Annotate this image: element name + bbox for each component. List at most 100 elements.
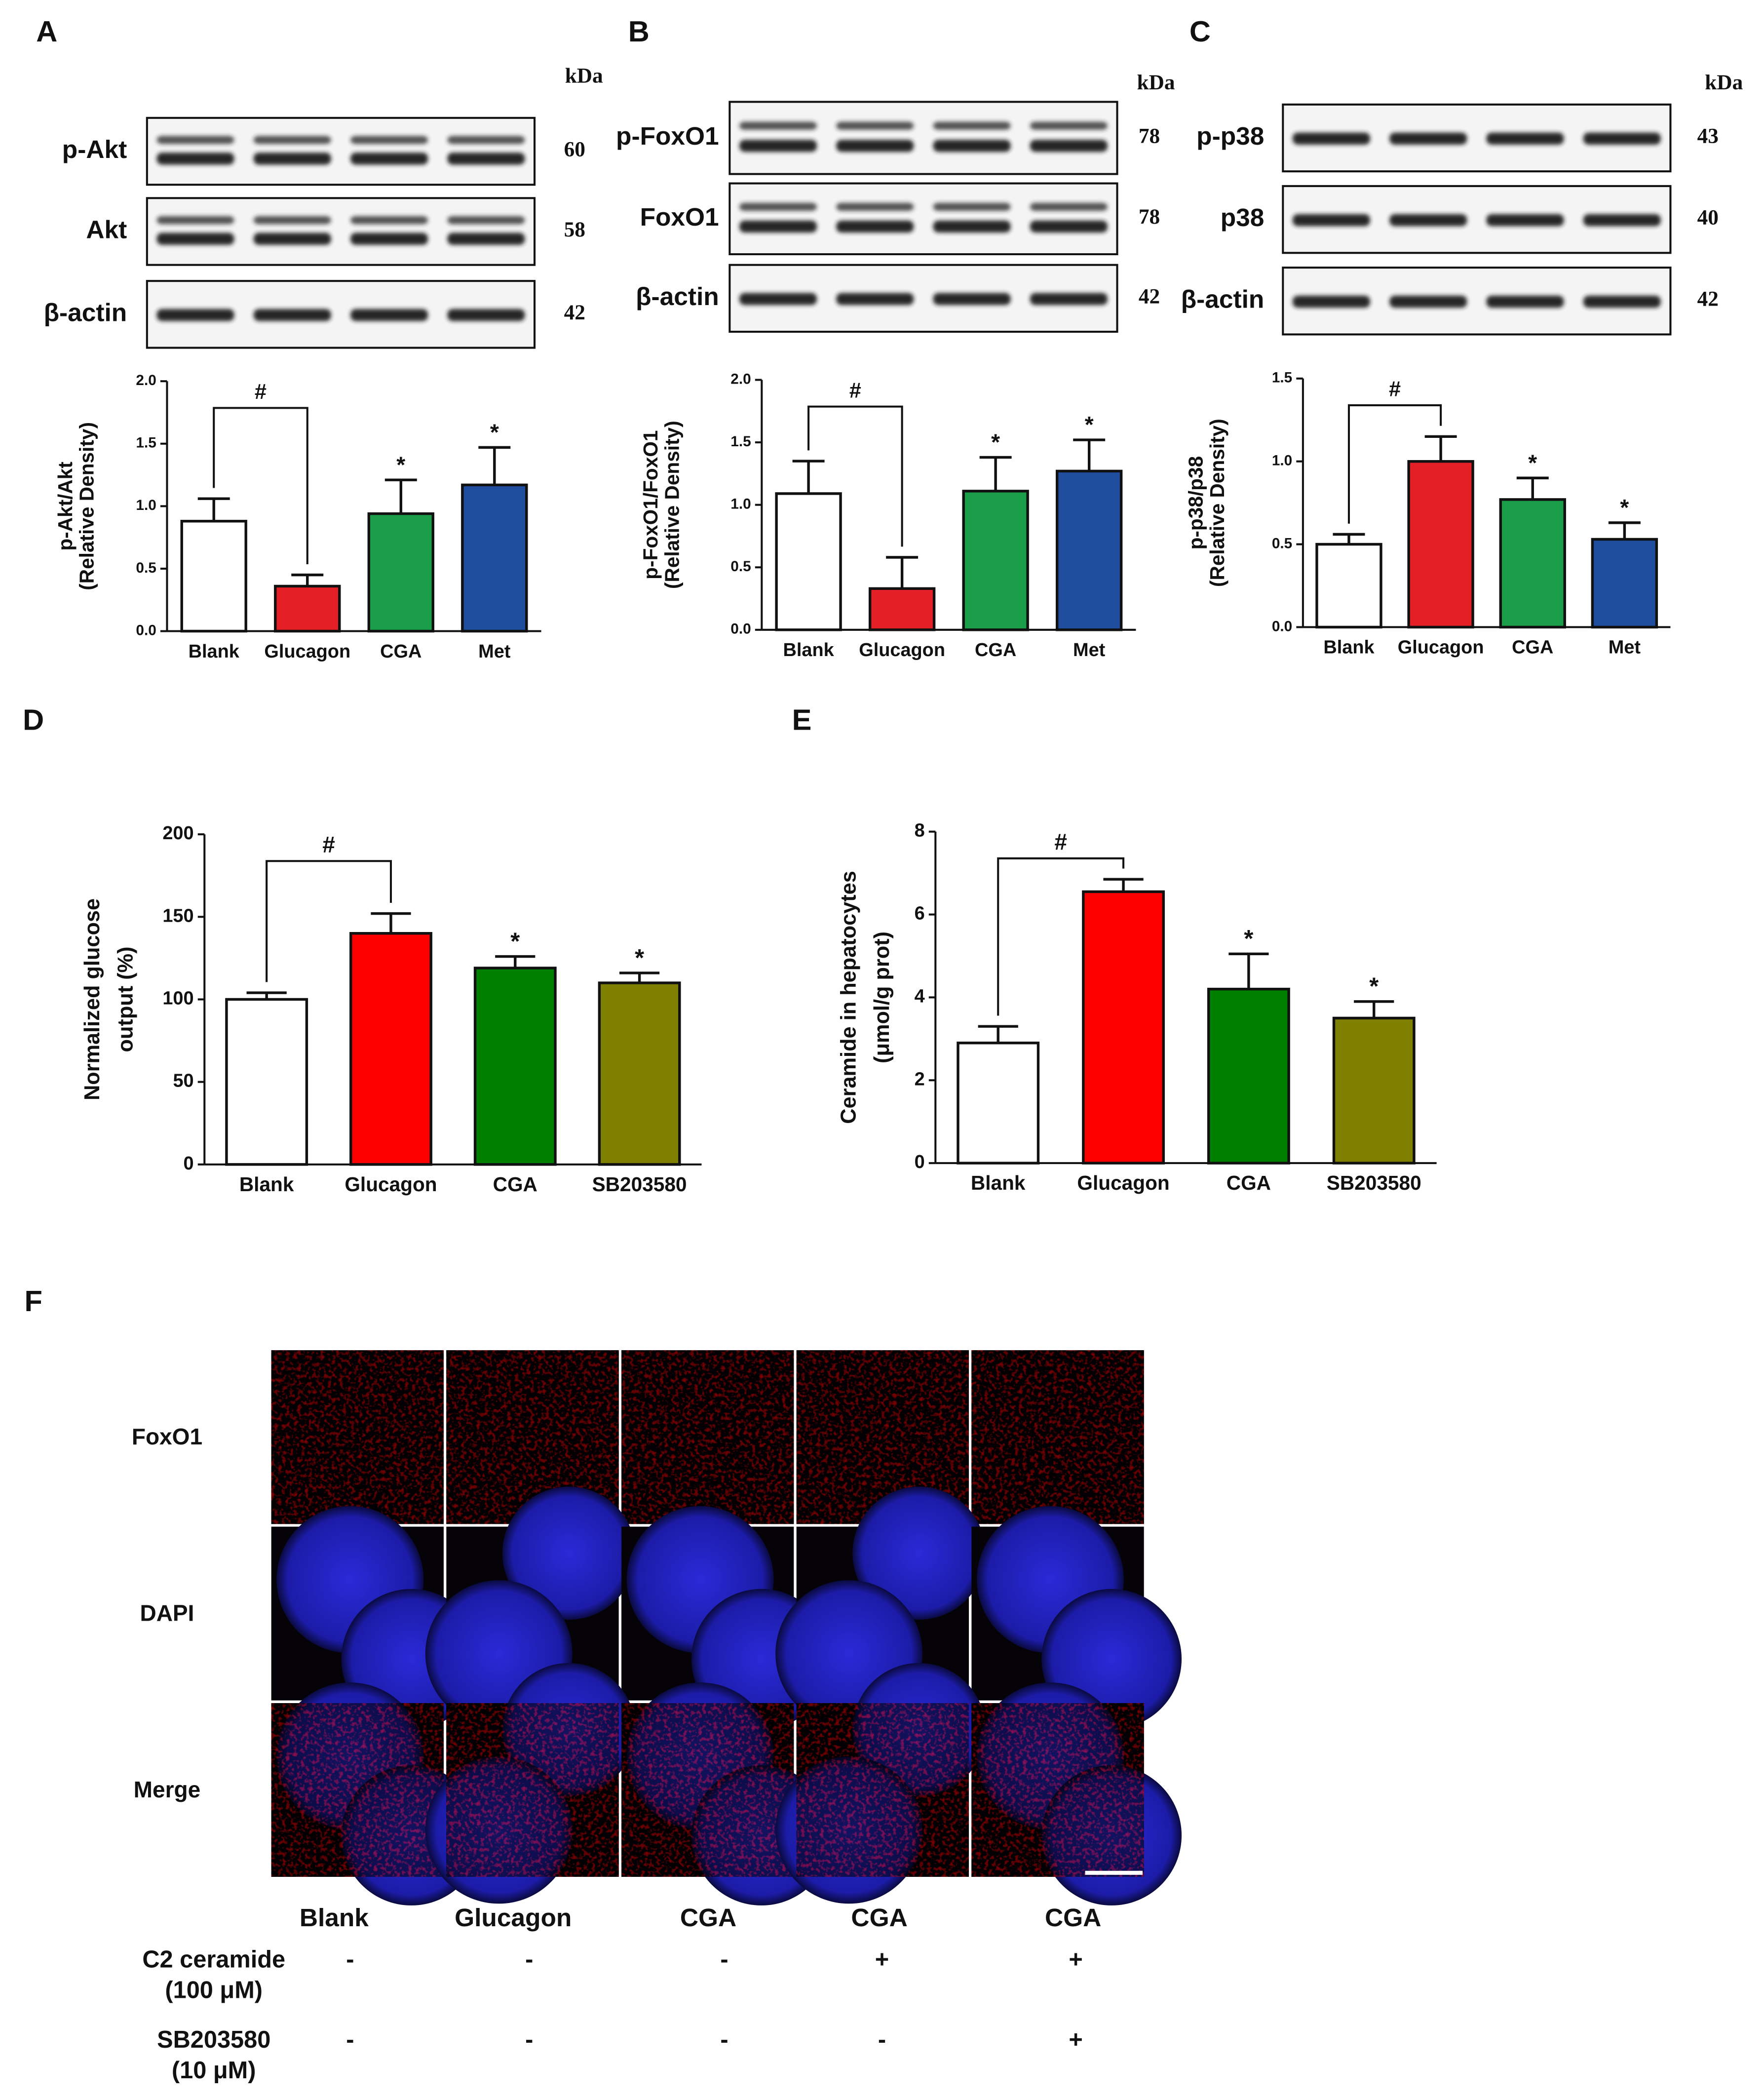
x-tick-label: Blank <box>1323 637 1375 658</box>
blot-band <box>447 216 525 225</box>
bracket-label: # <box>255 380 267 404</box>
y-tick-label: 1.5 <box>1272 370 1292 386</box>
treatment-sign: - <box>720 1946 728 1973</box>
significance-mark: * <box>1085 412 1094 437</box>
blot-band <box>1583 214 1661 227</box>
blot-band <box>1486 295 1564 308</box>
bar <box>461 483 528 633</box>
x-tick-label: Met <box>1609 637 1641 658</box>
panel-letter: F <box>25 1284 42 1318</box>
bar <box>274 584 341 633</box>
unit-label: kDa <box>565 64 603 88</box>
blot-band <box>933 220 1011 233</box>
blot-band <box>1030 202 1108 211</box>
bracket-label: # <box>1054 829 1067 855</box>
panel-letter: C <box>1189 15 1211 48</box>
blot-band <box>1292 295 1370 308</box>
y-tick-label: 1.5 <box>730 433 751 450</box>
kda-label: 60 <box>564 137 585 161</box>
treatment-sign: + <box>1069 2026 1082 2053</box>
row-label: FoxO1 <box>132 1424 202 1449</box>
blot-band <box>253 136 331 144</box>
significance-mark: * <box>396 452 405 477</box>
blot-frame <box>146 197 536 266</box>
micrograph <box>271 1682 482 1905</box>
x-tick-label: Blank <box>971 1171 1026 1194</box>
x-tick-label: CGA <box>380 641 422 662</box>
x-tick-label: Met <box>478 641 511 662</box>
x-tick-label: Glucagon <box>859 640 945 661</box>
blot-band <box>1583 132 1661 145</box>
blot-band <box>739 202 817 211</box>
micrograph <box>971 1682 1182 1905</box>
kda-label: 78 <box>1139 205 1160 229</box>
y-tick-label: 0.5 <box>1272 535 1292 551</box>
blot-band <box>156 216 234 225</box>
y-axis-label: (Relative Density) <box>660 421 683 589</box>
blot-band <box>253 233 331 245</box>
micrograph <box>271 1350 444 1524</box>
x-tick-label: SB203580 <box>1327 1171 1421 1194</box>
bar <box>1332 1016 1416 1165</box>
significance-mark: * <box>1528 450 1537 475</box>
y-tick-label: 0.0 <box>730 621 751 637</box>
blot-band <box>447 136 525 144</box>
x-tick-label: Glucagon <box>264 641 350 662</box>
micrograph <box>621 1350 794 1524</box>
x-tick-label: Met <box>1073 640 1106 661</box>
panel-letter: A <box>36 15 57 48</box>
treatment-label: C2 ceramide <box>142 1946 285 1973</box>
blot-band <box>1030 220 1108 233</box>
blot-band <box>253 216 331 225</box>
blot-band <box>1583 295 1661 308</box>
treatment-label: SB203580 <box>157 2026 270 2053</box>
bracket <box>213 407 308 564</box>
blot-band <box>447 233 525 245</box>
treatment-sign: - <box>346 1946 354 1973</box>
blot-band <box>156 309 234 321</box>
x-tick-label: Glucagon <box>345 1173 437 1196</box>
blot-band <box>933 121 1011 130</box>
kda-label: 43 <box>1697 124 1719 148</box>
kda-label: 58 <box>564 218 585 241</box>
blot-band <box>156 233 234 245</box>
y-tick-label: 150 <box>162 905 193 926</box>
foxo1-signal <box>446 1703 619 1877</box>
blot-band <box>253 309 331 321</box>
bar <box>1407 460 1474 629</box>
bracket <box>807 405 903 547</box>
treatment-sign: - <box>346 2026 354 2053</box>
blot-frame <box>729 101 1118 175</box>
blot-band <box>156 136 234 144</box>
bracket <box>1347 404 1442 524</box>
micrograph <box>425 1486 636 1727</box>
bar <box>180 520 247 633</box>
significance-mark: * <box>510 928 520 955</box>
y-tick-label: 1.0 <box>136 497 156 513</box>
blot-label: p-Akt <box>62 135 127 163</box>
blot-band <box>836 121 914 130</box>
blot-band <box>1292 214 1370 227</box>
treatment-sign: + <box>875 1946 889 1973</box>
bar <box>1055 469 1123 631</box>
blot-label: Akt <box>86 215 127 244</box>
blot-label: p38 <box>1221 203 1265 232</box>
bar <box>473 967 557 1166</box>
unit-label: kDa <box>1705 71 1743 94</box>
foxo1-signal <box>271 1703 444 1877</box>
blot-band <box>739 293 817 305</box>
panel-letter: E <box>792 703 812 736</box>
blot-band <box>350 153 428 165</box>
y-tick-label: 2.0 <box>730 371 751 387</box>
column-label: CGA <box>1045 1903 1101 1932</box>
x-tick-label: CGA <box>493 1173 537 1196</box>
bar <box>962 490 1029 631</box>
blot-frame <box>729 182 1118 256</box>
bar <box>1082 890 1165 1165</box>
treatment-label: (10 μM) <box>172 2057 256 2084</box>
blot-band <box>1389 295 1467 308</box>
y-tick-label: 0 <box>184 1153 194 1174</box>
y-tick-label: 2.0 <box>136 372 156 389</box>
blot-band <box>836 140 914 152</box>
